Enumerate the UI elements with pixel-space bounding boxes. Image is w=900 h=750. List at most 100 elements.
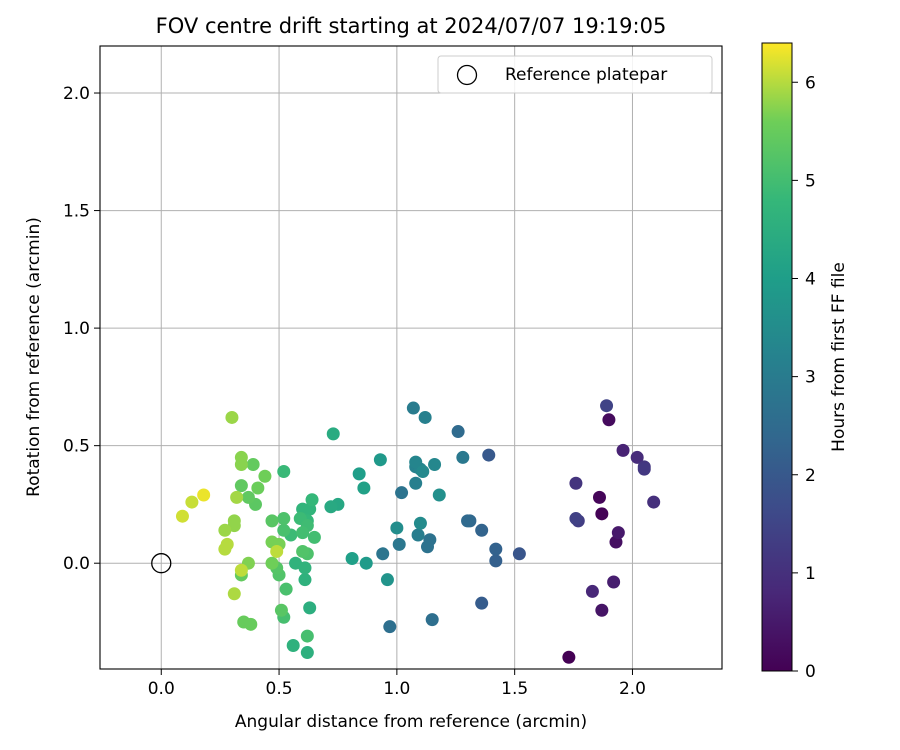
- scatter-point: [376, 547, 390, 561]
- x-tick-label: 1.0: [383, 679, 410, 699]
- scatter-point: [489, 542, 503, 556]
- scatter-point: [227, 514, 241, 528]
- scatter-point: [489, 554, 503, 568]
- data-points: [175, 399, 661, 664]
- scatter-point: [451, 425, 465, 439]
- scatter-point: [395, 486, 409, 500]
- scatter-point: [383, 620, 397, 634]
- scatter-point: [569, 512, 583, 526]
- colorbar-label: Hours from first FF file: [829, 262, 849, 452]
- scatter-point: [637, 462, 651, 476]
- scatter-point: [274, 603, 288, 617]
- scatter-point: [600, 399, 614, 413]
- scatter-point: [265, 556, 279, 570]
- legend-box: [437, 55, 713, 94]
- scatter-point: [390, 521, 404, 535]
- scatter-point: [569, 476, 583, 490]
- legend-label: Reference platepar: [505, 65, 667, 85]
- scatter-point: [270, 544, 284, 558]
- scatter-point: [456, 450, 470, 464]
- scatter-point: [244, 617, 258, 631]
- scatter-point: [300, 629, 314, 643]
- scatter-point: [296, 526, 310, 540]
- scatter-point: [475, 596, 489, 610]
- scatter-point: [409, 455, 423, 469]
- scatter-point: [461, 514, 475, 528]
- scatter-point: [277, 465, 291, 479]
- scatter-point: [251, 481, 265, 495]
- scatter-point: [607, 575, 621, 589]
- scatter-point: [197, 488, 211, 502]
- colorbar: [761, 42, 793, 672]
- scatter-point: [475, 523, 489, 537]
- scatter-point: [482, 448, 496, 462]
- chart-title: FOV centre drift starting at 2024/07/07 …: [156, 14, 667, 38]
- y-axis-ticks: 0.0 0.5 1.0 1.5 2.0: [63, 84, 100, 574]
- scatter-point: [392, 537, 406, 551]
- scatter-point: [406, 401, 420, 415]
- colorbar-tick-label: 5: [805, 171, 816, 191]
- scatter-point: [611, 526, 625, 540]
- reference-platepar-marker: [151, 553, 172, 574]
- scatter-point: [512, 547, 526, 561]
- scatter-point: [416, 465, 430, 479]
- y-tick-label: 2.0: [63, 84, 90, 104]
- colorbar-tick-label: 2: [805, 466, 816, 486]
- scatter-point: [585, 584, 599, 598]
- colorbar-tick-label: 3: [805, 368, 816, 388]
- scatter-point: [246, 457, 260, 471]
- scatter-point: [298, 573, 312, 587]
- scatter-point: [432, 488, 446, 502]
- y-tick-label: 0.5: [63, 437, 90, 457]
- y-axis-label: Rotation from reference (arcmin): [24, 217, 44, 497]
- colorbar-tick-label: 0: [805, 662, 816, 682]
- scatter-point: [562, 650, 576, 664]
- y-tick-label: 1.5: [63, 202, 90, 222]
- scatter-point: [616, 443, 630, 457]
- scatter-point: [296, 544, 310, 558]
- scatter-point: [185, 495, 199, 509]
- scatter-point: [602, 413, 616, 427]
- colorbar-tick-label: 1: [805, 564, 816, 584]
- scatter-point: [279, 582, 293, 596]
- scatter-point: [225, 410, 239, 424]
- scatter-point: [380, 573, 394, 587]
- scatter-point: [286, 638, 300, 652]
- colorbar-tick-label: 4: [805, 270, 816, 290]
- colorbar-ticks: 0 1 2 3 4 5 6: [792, 73, 816, 682]
- scatter-point: [218, 523, 232, 537]
- scatter-point: [352, 467, 366, 481]
- y-tick-label: 0.0: [63, 554, 90, 574]
- scatter-point: [595, 603, 609, 617]
- scatter-point: [265, 514, 279, 528]
- scatter-point: [175, 509, 189, 523]
- scatter-point: [411, 528, 425, 542]
- scatter-point: [647, 495, 661, 509]
- scatter-point: [418, 410, 432, 424]
- scatter-point: [428, 457, 442, 471]
- scatter-point: [305, 493, 319, 507]
- scatter-point: [359, 556, 373, 570]
- x-axis-ticks: 0.0 0.5 1.0 1.5 2.0: [148, 669, 646, 699]
- x-axis-label: Angular distance from reference (arcmin): [235, 712, 587, 732]
- scatter-point: [345, 552, 359, 566]
- legend: Reference platepar: [437, 55, 713, 94]
- scatter-point: [409, 476, 423, 490]
- scatter-point: [425, 613, 439, 627]
- scatter-point: [592, 490, 606, 504]
- scatter-point: [258, 469, 272, 483]
- x-tick-label: 0.0: [148, 679, 175, 699]
- scatter-point: [234, 450, 248, 464]
- x-tick-label: 0.5: [266, 679, 293, 699]
- scatter-point: [300, 646, 314, 660]
- scatter-point: [227, 587, 241, 601]
- scatter-point: [630, 450, 644, 464]
- scatter-point: [277, 523, 291, 537]
- scatter-point: [303, 601, 317, 615]
- plot-area: [100, 46, 722, 669]
- colorbar-tick-label: 6: [805, 73, 816, 93]
- scatter-point: [307, 530, 321, 544]
- scatter-point: [234, 563, 248, 577]
- scatter-point: [234, 479, 248, 493]
- scatter-point: [413, 516, 427, 530]
